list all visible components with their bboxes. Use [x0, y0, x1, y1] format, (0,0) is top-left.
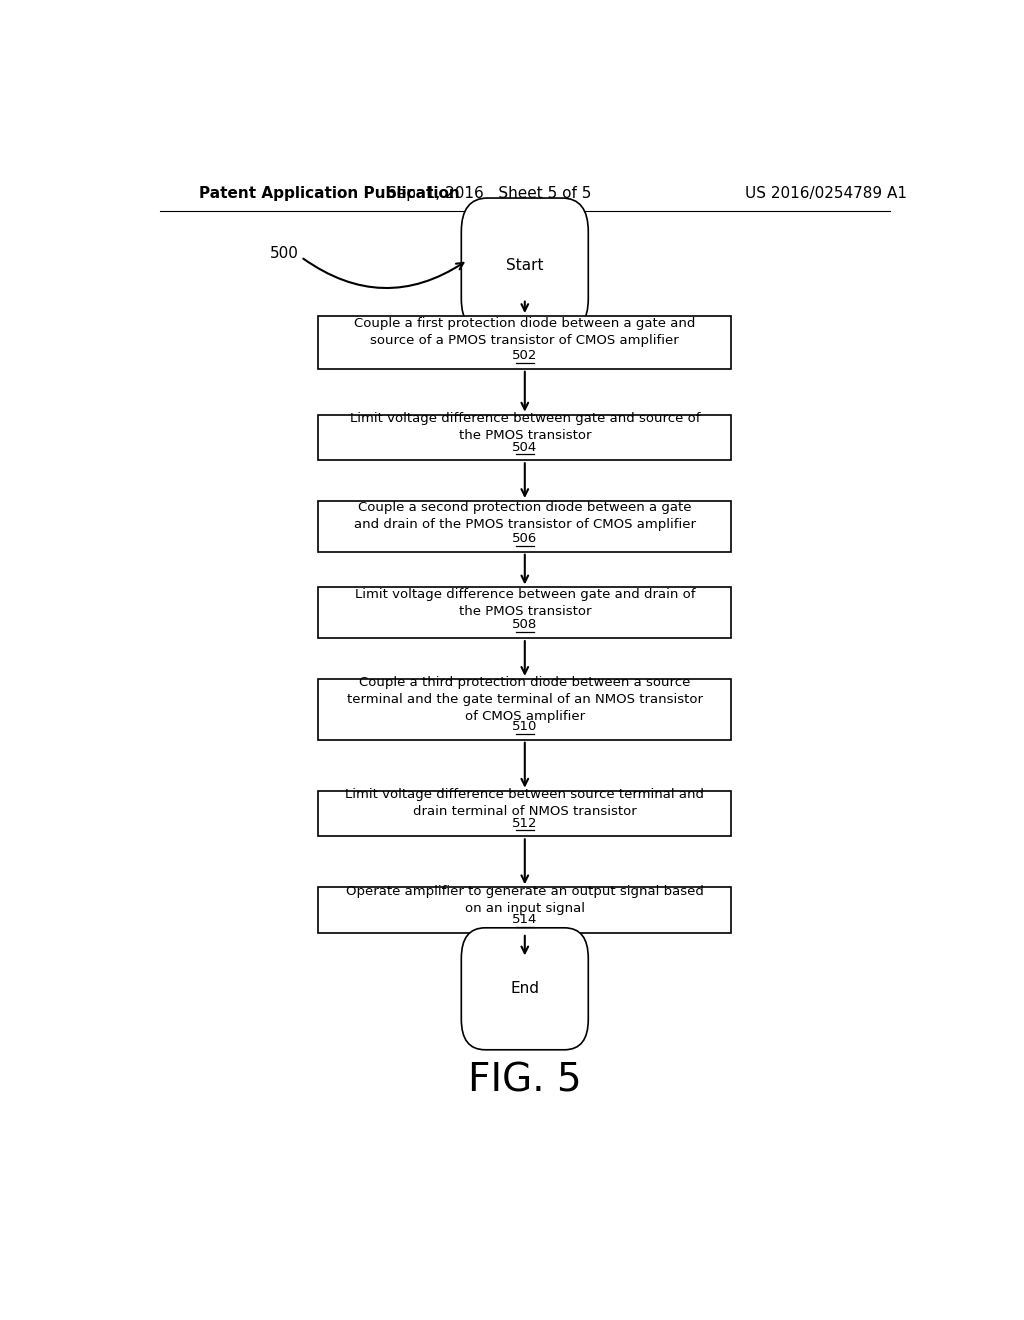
FancyBboxPatch shape — [461, 928, 588, 1049]
Text: FIG. 5: FIG. 5 — [468, 1061, 582, 1100]
FancyBboxPatch shape — [318, 414, 731, 461]
Text: Limit voltage difference between gate and drain of
the PMOS transistor: Limit voltage difference between gate an… — [354, 587, 695, 618]
Text: 508: 508 — [512, 619, 538, 631]
Text: 512: 512 — [512, 817, 538, 830]
Text: 506: 506 — [512, 532, 538, 545]
FancyBboxPatch shape — [318, 587, 731, 638]
Text: Start: Start — [506, 257, 544, 273]
Text: 500: 500 — [269, 247, 299, 261]
Text: Operate amplifier to generate an output signal based
on an input signal: Operate amplifier to generate an output … — [346, 884, 703, 915]
FancyBboxPatch shape — [318, 791, 731, 837]
Text: US 2016/0254789 A1: US 2016/0254789 A1 — [745, 186, 907, 202]
Text: Limit voltage difference between gate and source of
the PMOS transistor: Limit voltage difference between gate an… — [349, 412, 700, 442]
FancyBboxPatch shape — [318, 500, 731, 552]
FancyBboxPatch shape — [318, 678, 731, 739]
Text: Limit voltage difference between source terminal and
drain terminal of NMOS tran: Limit voltage difference between source … — [345, 788, 705, 818]
Text: Patent Application Publication: Patent Application Publication — [200, 186, 460, 202]
FancyBboxPatch shape — [318, 315, 731, 368]
Text: Sep. 1, 2016   Sheet 5 of 5: Sep. 1, 2016 Sheet 5 of 5 — [387, 186, 591, 202]
FancyBboxPatch shape — [461, 198, 588, 333]
Text: Couple a third protection diode between a source
terminal and the gate terminal : Couple a third protection diode between … — [347, 676, 702, 722]
Text: 504: 504 — [512, 441, 538, 454]
Text: End: End — [510, 981, 540, 997]
Text: Couple a first protection diode between a gate and
source of a PMOS transistor o: Couple a first protection diode between … — [354, 317, 695, 347]
Text: 502: 502 — [512, 348, 538, 362]
FancyBboxPatch shape — [318, 887, 731, 933]
Text: 510: 510 — [512, 721, 538, 733]
Text: Couple a second protection diode between a gate
and drain of the PMOS transistor: Couple a second protection diode between… — [354, 502, 695, 531]
Text: 514: 514 — [512, 913, 538, 927]
